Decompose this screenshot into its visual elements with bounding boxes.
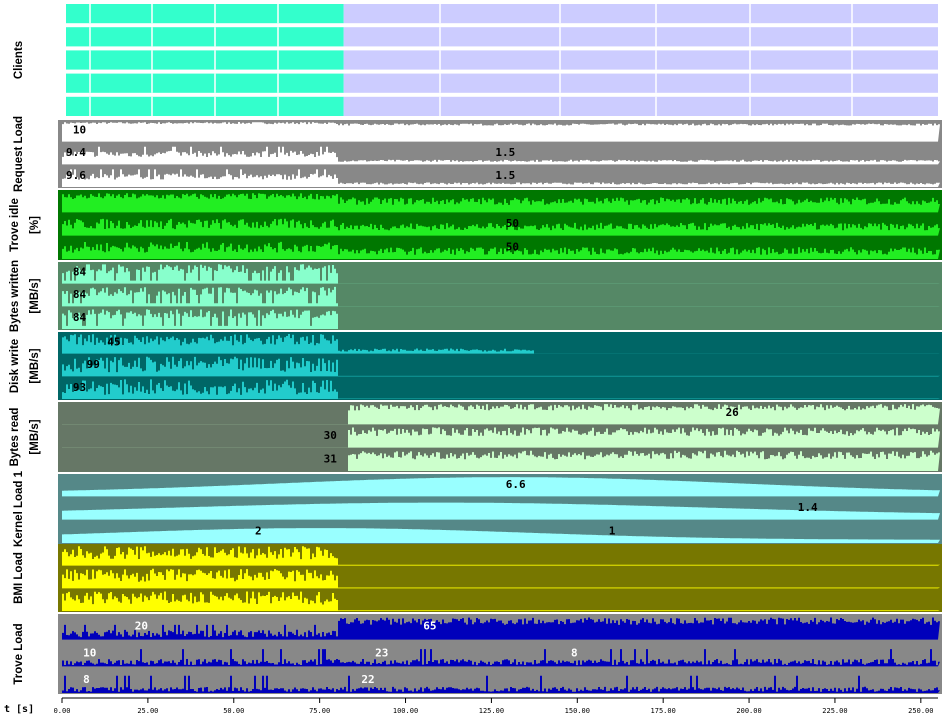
byteswritten-label-2-1: 84: [73, 288, 87, 301]
kernel-label-2-1: 1.4: [798, 501, 818, 514]
x-tick-label: 250.00: [908, 707, 933, 715]
client-write-phase: [66, 27, 344, 47]
bytesread-axis-unit: [MB/s]: [29, 419, 41, 454]
x-tick-label: 50.00: [223, 707, 244, 715]
lane-trove: 20 65 10 23 8 8 22 Trove Load: [13, 614, 942, 694]
diskwrite-series-2: [62, 356, 940, 377]
lane-bytesread: 26 30 31 Bytes read [MB/s]: [9, 402, 942, 472]
diskwrite-series-3: [62, 379, 940, 399]
request-label-3-1: 9.6: [66, 169, 86, 182]
lane-kernel: 6.6 1.4 2 1 Kernel Load 1: [13, 470, 942, 547]
bmi-series-2: [62, 568, 940, 589]
x-tick-label: 100.00: [393, 707, 418, 715]
lane-byteswritten: 84 84 84 Bytes written [MB/s]: [9, 260, 942, 332]
byteswritten-label-1-1: 84: [73, 265, 87, 278]
byteswritten-series-3: [62, 309, 940, 329]
bytesread-label-1-1: 26: [726, 406, 740, 419]
trove-series-2: [62, 649, 940, 667]
x-axis-title: t [s]: [4, 704, 34, 715]
bytesread-series-3: [62, 450, 940, 471]
client-write-phase: [66, 50, 344, 70]
x-axis: 0.00 25.00 50.00 75.00 100.00 125.00 150.00 175…: [4, 697, 938, 715]
troveidle-label-3-1: 50: [506, 241, 519, 254]
trove-series-3: [62, 675, 940, 693]
kernel-label-3-2: 1: [609, 525, 616, 538]
kernel-label-1-1: 6.6: [506, 478, 526, 491]
bytesread-label-3-1: 31: [324, 453, 338, 466]
kernel-series-1: [62, 477, 940, 497]
trove-label-2-1: 10: [83, 646, 96, 659]
x-tick-label: 75.00: [309, 707, 330, 715]
lane-request: 10 9.4 1.5 9.6 1.5 Request Load: [13, 116, 942, 192]
troveidle-series-2: [62, 218, 940, 236]
byteswritten-series-1: [62, 264, 940, 284]
diskwrite-label-2-1: 99: [87, 358, 100, 371]
client-read-phase: [343, 73, 939, 93]
request-label-2-1: 9.4: [66, 146, 86, 159]
trove-axis-label: Trove Load: [13, 623, 25, 684]
lane-bmi: BMI Load: [13, 544, 942, 612]
request-label-3-2: 1.5: [495, 169, 515, 182]
x-tick-label: 0.00: [54, 707, 71, 715]
kernel-series-3: [62, 528, 940, 543]
clients-axis-label: Clients: [13, 41, 25, 79]
x-tick-label: 200.00: [736, 707, 761, 715]
kernel-axis-label: Kernel Load 1: [13, 470, 25, 547]
x-tick-label: 225.00: [822, 707, 847, 715]
bytesread-label-2-1: 30: [324, 429, 337, 442]
bytesread-axis-label: Bytes read: [9, 408, 21, 467]
client-read-phase: [343, 4, 939, 24]
byteswritten-series-2: [62, 286, 940, 307]
client-write-phase: [66, 73, 344, 93]
bmi-axis-label: BMI Load: [13, 552, 25, 604]
diskwrite-series-1: [62, 334, 940, 354]
troveidle-axis-unit: [%]: [29, 216, 41, 234]
request-axis-label: Request Load: [13, 116, 25, 192]
trove-label-3-2: 22: [361, 673, 374, 686]
request-series-3: [62, 169, 940, 187]
kernel-label-3-1: 2: [255, 525, 262, 538]
x-tick-label: 175.00: [651, 707, 676, 715]
kernel-series-2: [62, 502, 940, 520]
bytesread-series-1: [62, 404, 940, 425]
x-tick-label: 25.00: [137, 707, 158, 715]
diskwrite-label-1-1: 45: [107, 335, 120, 348]
troveidle-axis-label: Trove idle: [9, 198, 21, 252]
client-write-phase: [66, 4, 344, 24]
client-write-phase: [66, 96, 344, 116]
lane-troveidle: 50 50 Trove idle [%]: [9, 190, 942, 260]
request-series-2: [62, 146, 940, 165]
troveidle-series-3: [62, 241, 940, 259]
diskwrite-label-3-1: 93: [73, 381, 86, 394]
request-label-2-2: 1.5: [495, 146, 515, 159]
bmi-series-1: [62, 546, 940, 566]
client-read-phase: [343, 96, 939, 116]
diskwrite-axis-unit: [MB/s]: [29, 348, 41, 383]
byteswritten-axis-unit: [MB/s]: [29, 278, 41, 313]
trove-label-3-1: 8: [83, 673, 90, 686]
x-tick-label: 150.00: [565, 707, 590, 715]
x-tick-label: 125.00: [479, 707, 504, 715]
request-label-1-1: 10: [73, 123, 86, 136]
trove-series-1: [62, 617, 940, 640]
trove-label-2-2: 23: [375, 646, 388, 659]
lane-clients: Clients: [13, 2, 942, 118]
byteswritten-axis-label: Bytes written: [9, 260, 21, 332]
trove-label-2-3: 8: [571, 646, 578, 659]
client-read-phase: [343, 27, 939, 47]
trove-label-1-1: 20: [135, 620, 148, 633]
client-read-phase: [343, 50, 939, 70]
byteswritten-label-3-1: 84: [73, 311, 87, 324]
troveidle-label-2-1: 50: [506, 217, 519, 230]
troveidle-series-1: [62, 193, 940, 213]
trove-label-1-2: 65: [423, 620, 436, 633]
bmi-series-3: [62, 591, 940, 611]
request-series-1: [62, 122, 940, 142]
diskwrite-axis-label: Disk write: [9, 339, 21, 393]
bytesread-series-2: [62, 427, 940, 448]
